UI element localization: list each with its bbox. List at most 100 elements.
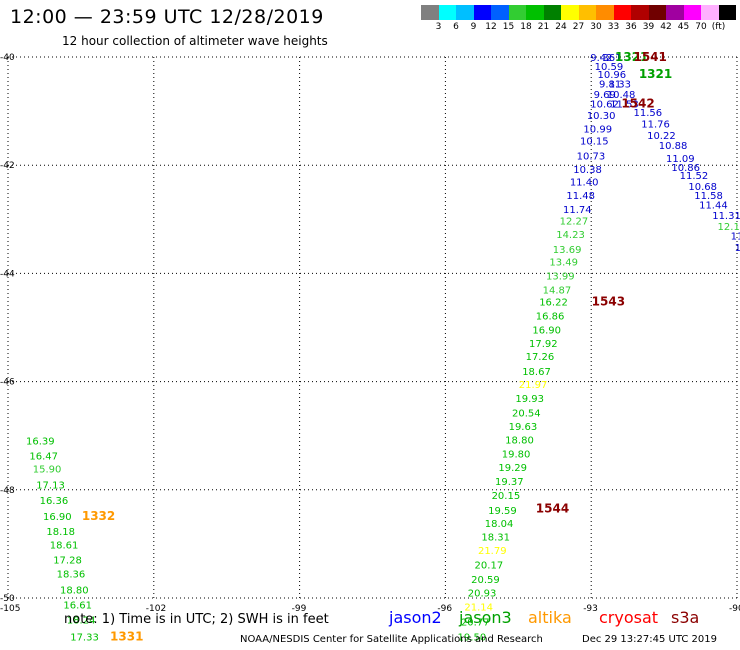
x-tick-label: -99 [292, 604, 307, 614]
color-scale-swatch [613, 5, 631, 20]
wave-height-label: 20.17 [475, 560, 504, 571]
wave-height-label: 16.36 [40, 496, 69, 507]
wave-height-label: 20.15 [492, 491, 521, 502]
wave-height-label: 14.23 [556, 230, 585, 241]
wave-height-label: 10.73 [577, 151, 606, 162]
wave-height-label: 1541 [633, 50, 666, 64]
wave-height-label: 10.96 [598, 70, 627, 81]
color-scale-label: 42 [660, 22, 672, 32]
color-scale-label: 27 [572, 22, 585, 32]
wave-height-label: 16.90 [43, 512, 72, 523]
color-scale-swatch [473, 5, 491, 20]
wave-height-label: 17.33 [70, 632, 99, 643]
wave-height-label: 1321 [639, 67, 672, 81]
color-scale-swatch [561, 5, 579, 20]
wave-height-label: 18.80 [505, 435, 534, 446]
wave-height-label: 18.67 [522, 367, 551, 378]
wave-height-label: 11.76 [641, 120, 670, 131]
color-scale-swatch [526, 5, 544, 20]
color-scale-label: 3 [435, 22, 442, 32]
wave-height-label: 17.28 [53, 556, 82, 567]
color-scale-label: 9 [470, 22, 477, 32]
wave-height-label: 19.29 [498, 463, 527, 474]
color-scale-swatch [631, 5, 649, 20]
y-tick-label: -50 [0, 594, 15, 604]
wave-height-label: 10.15 [580, 136, 609, 147]
color-scale-label: 24 [555, 22, 567, 32]
color-scale-swatch [421, 5, 439, 20]
wave-height-label: 16.47 [29, 452, 58, 463]
wave-height-label: 1332 [82, 509, 115, 523]
wave-height-label: 11.09 [666, 154, 695, 165]
wave-height-label: 11.31 [712, 211, 740, 222]
color-scale-label: (ft) [711, 22, 726, 32]
x-tick-label: -105 [0, 604, 20, 614]
wave-height-label: 20.93 [468, 589, 497, 600]
x-tick-label: -90 [729, 604, 740, 614]
wave-height-label: 11.74 [563, 205, 592, 216]
footer-note: note: 1) Time is in UTC; 2) SWH is in fe… [64, 612, 329, 627]
color-scale-label: 21 [537, 22, 550, 32]
wave-height-label: 11.56 [633, 108, 662, 119]
wave-height-label: 9.42 [590, 53, 612, 64]
color-scale-label: 12 [485, 22, 497, 32]
wave-height-label: 18.04 [485, 519, 514, 530]
wave-height-label: 13.49 [549, 257, 578, 268]
legend-item-altika: altika [528, 608, 572, 627]
wave-height-label: 19.50 [458, 632, 487, 643]
wave-height-label: 21.97 [519, 380, 548, 391]
wave-height-label: 16.86 [536, 312, 565, 323]
wave-height-label: 1542 [621, 97, 654, 111]
color-scale-label: 70 [695, 22, 707, 32]
wave-height-label: 11.51 [731, 232, 740, 243]
y-tick-label: -44 [0, 269, 15, 279]
color-scale-label: 33 [607, 22, 620, 32]
color-scale-label: 36 [625, 22, 637, 32]
wave-height-label: 361 [602, 53, 621, 64]
color-scale-bar: 3 6 9 12 15 18 21 24 27 30 33 36 39 42 45 70 (ft) [421, 5, 736, 35]
wave-height-label: 11.48 [566, 191, 595, 202]
wave-height-label: 1331 [110, 629, 143, 643]
wave-height-label: 12.19 [718, 222, 740, 233]
wave-height-label: 10.48 [607, 90, 636, 101]
color-scale-swatch [718, 5, 736, 20]
wave-height-label: 11.40 [570, 177, 599, 188]
color-scale-swatch [648, 5, 666, 20]
color-scale-swatch [701, 5, 719, 20]
legend-item-s3a: s3a [671, 608, 700, 627]
wave-height-label: 10.22 [647, 131, 676, 142]
color-scale-label: 45 [677, 22, 690, 32]
wave-height-label: 1543 [592, 295, 625, 309]
wave-height-label: 10.68 [688, 182, 717, 193]
wave-height-label: 11.52 [680, 171, 709, 182]
wave-height-label: 21.79 [478, 546, 507, 557]
color-scale-swatch [491, 5, 509, 20]
wave-height-label: 16.22 [539, 298, 568, 309]
wave-height-label: 18.24 [67, 616, 96, 627]
wave-height-label: 11.53 [610, 100, 639, 111]
color-scale-swatch [578, 5, 596, 20]
wave-height-label: 18.36 [57, 570, 86, 581]
wave-height-label: 11.44 [699, 201, 728, 212]
wave-height-label: 12.27 [560, 216, 589, 227]
wave-height-label: 17.13 [36, 480, 65, 491]
wave-height-label: 18.61 [50, 540, 79, 551]
wave-height-label: 13.99 [546, 272, 575, 283]
color-scale-labels: 3 6 9 12 15 18 21 24 27 30 33 36 39 42 45 70 (ft) [421, 20, 736, 34]
x-tick-label: -93 [583, 604, 598, 614]
wave-height-label: 18.31 [481, 532, 510, 543]
wave-height-label: 10.88 [659, 141, 688, 152]
wave-height-label: 17.92 [529, 339, 558, 350]
color-scale-label: 39 [642, 22, 655, 32]
generated-timestamp: Dec 29 13:27:45 UTC 2019 [582, 634, 717, 645]
wave-height-label: 18.80 [60, 585, 89, 596]
color-scale-label: 30 [590, 22, 602, 32]
color-scale-swatch [596, 5, 614, 20]
x-tick-label: -96 [437, 604, 452, 614]
wave-height-label: 10.38 [573, 165, 602, 176]
wave-height-label: 9.69 [594, 90, 616, 101]
color-scale-swatch [683, 5, 701, 20]
wave-height-label: 10.86 [671, 163, 700, 174]
chart-title: 12:00 — 23:59 UTC 12/28/2019 [10, 6, 324, 28]
